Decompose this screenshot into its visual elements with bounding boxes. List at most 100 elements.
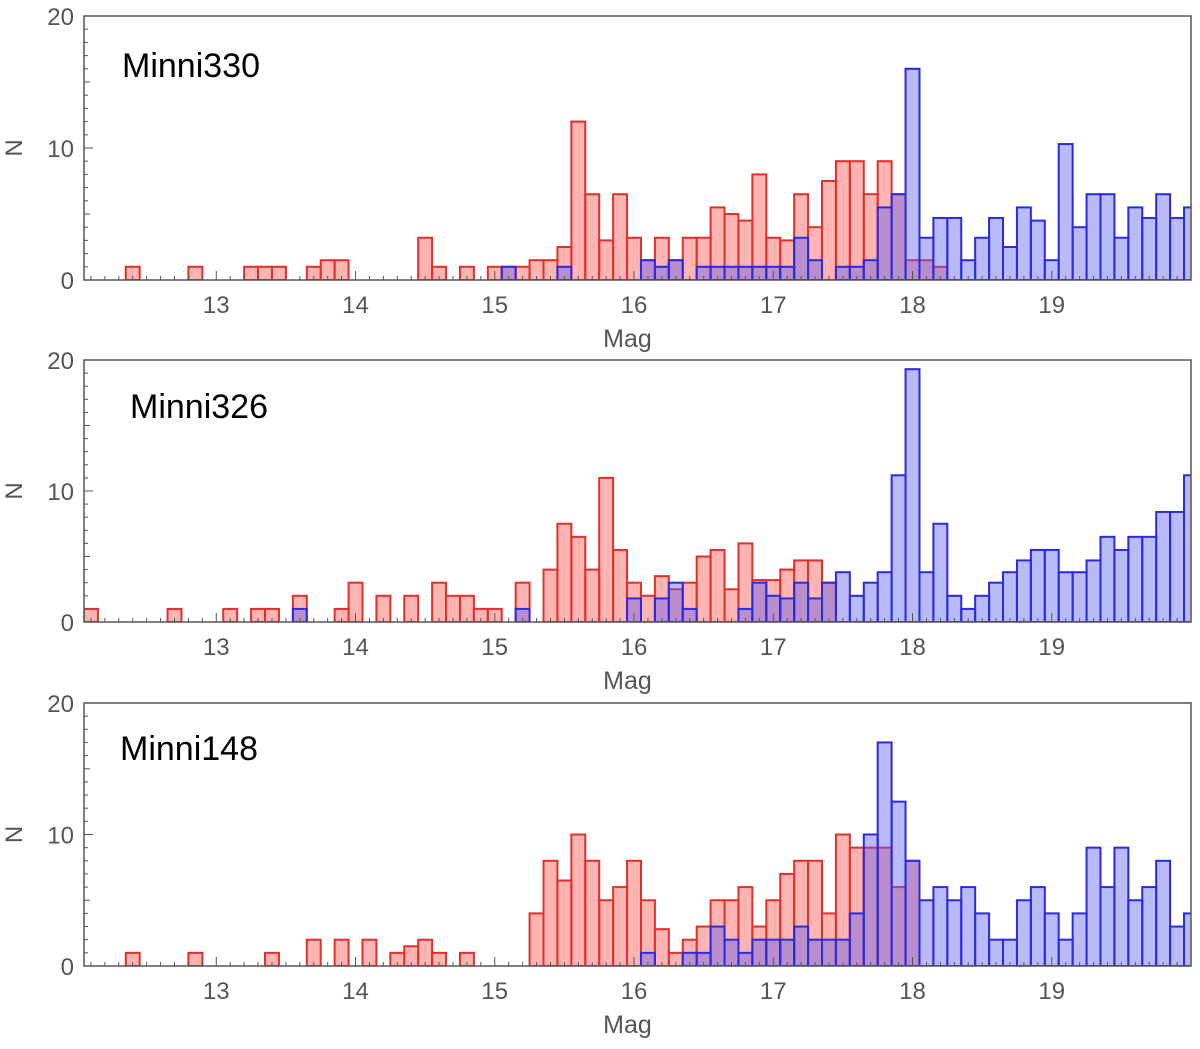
x-tick-label: 18 xyxy=(899,978,926,1005)
blue-bar xyxy=(291,607,308,622)
blue-bar xyxy=(1057,143,1074,280)
red-bar xyxy=(653,928,670,966)
blue-bar xyxy=(1002,571,1018,622)
blue-bar xyxy=(1155,193,1172,280)
blue-bar xyxy=(1099,535,1116,622)
y-tick-label: 0 xyxy=(61,954,74,981)
y-tick-label: 10 xyxy=(47,823,74,850)
blue-bar xyxy=(1029,548,1046,622)
bars xyxy=(84,368,1191,622)
x-tick-label: 13 xyxy=(203,978,230,1005)
red-bar xyxy=(681,236,698,280)
blue-bar xyxy=(1015,559,1032,622)
red-bar xyxy=(528,912,545,966)
red-bar xyxy=(751,173,768,280)
blue-bar xyxy=(681,607,698,622)
y-tick-label: 20 xyxy=(47,691,74,718)
x-tick-label: 13 xyxy=(203,292,230,319)
blue-bar xyxy=(946,216,963,280)
y-tick-label: 10 xyxy=(47,479,74,506)
panel-title: Minni148 xyxy=(120,730,258,768)
blue-bar xyxy=(876,741,893,966)
x-tick-label: 15 xyxy=(481,978,508,1005)
blue-bar xyxy=(974,912,991,966)
blue-bar xyxy=(1141,886,1158,966)
blue-bar xyxy=(1015,206,1032,280)
blue-bar xyxy=(1169,216,1186,280)
red-bar xyxy=(612,193,629,280)
blue-bar xyxy=(848,912,865,966)
blue-bar xyxy=(1169,510,1186,622)
blue-bar xyxy=(946,899,963,966)
red-bar xyxy=(584,568,601,622)
red-bar xyxy=(417,236,434,280)
blue-bar xyxy=(1099,886,1116,966)
blue-bar xyxy=(918,571,935,622)
red-bar xyxy=(542,568,559,622)
y-axis-label: N xyxy=(1,482,28,499)
bars xyxy=(124,741,1191,966)
red-bar xyxy=(598,899,615,966)
x-tick-label: 14 xyxy=(342,978,369,1005)
x-tick-label: 14 xyxy=(342,634,369,661)
red-bar xyxy=(222,607,239,622)
x-tick-label: 18 xyxy=(899,292,926,319)
panel-title: Minni330 xyxy=(122,47,260,85)
blue-bar xyxy=(834,571,851,622)
blue-bar xyxy=(960,886,977,966)
panel-2: 13 14 15 16 17 18 19 0 10 20 Mag N Minni326 xyxy=(1,348,1192,695)
blue-bar xyxy=(1127,206,1144,280)
red-bar xyxy=(626,859,642,966)
blue-bar xyxy=(1127,899,1144,966)
red-bar xyxy=(305,938,322,966)
red-bar xyxy=(361,938,378,966)
blue-bar xyxy=(709,925,726,966)
blue-bar xyxy=(1183,474,1191,622)
y-axis-label: N xyxy=(1,139,28,156)
blue-bar xyxy=(1057,571,1074,622)
y-tick-label: 20 xyxy=(47,4,74,31)
red-bar xyxy=(612,886,629,966)
red-bar xyxy=(431,581,448,622)
blue-bar xyxy=(918,899,935,966)
x-tick-label: 19 xyxy=(1038,634,1065,661)
red-bar xyxy=(821,180,837,280)
red-bar xyxy=(570,833,587,966)
blue-bar xyxy=(904,368,921,622)
x-tick-label: 17 xyxy=(760,292,787,319)
red-bar xyxy=(584,859,601,966)
blue-bar xyxy=(1085,193,1102,280)
red-bar xyxy=(270,265,287,280)
blue-bar xyxy=(1071,912,1088,966)
blue-bar xyxy=(1141,216,1158,280)
blue-bar xyxy=(1113,236,1130,280)
blue-bar xyxy=(1127,535,1144,622)
red-bar xyxy=(598,239,615,280)
red-bar xyxy=(264,607,280,622)
red-bar xyxy=(570,120,587,280)
red-bar xyxy=(848,160,865,280)
blue-bar xyxy=(821,581,837,622)
red-bar xyxy=(333,259,350,280)
red-bar xyxy=(723,588,740,622)
red-bar xyxy=(187,951,204,966)
x-axis-label: Mag xyxy=(603,667,652,695)
blue-bar xyxy=(1113,846,1130,966)
panel-1: 13 14 15 16 17 18 19 0 10 20 Mag N Minni330 xyxy=(1,4,1192,353)
blue-bar xyxy=(932,216,949,280)
x-axis-label: Mag xyxy=(603,325,652,353)
x-tick-label: 15 xyxy=(481,292,508,319)
x-tick-label: 15 xyxy=(481,634,508,661)
blue-bar xyxy=(514,607,531,622)
red-bar xyxy=(709,548,726,622)
x-tick-label: 16 xyxy=(621,634,648,661)
blue-bar xyxy=(918,236,935,280)
red-bar xyxy=(84,607,99,622)
panel-title: Minni326 xyxy=(130,388,268,426)
blue-bar xyxy=(793,925,810,966)
bars xyxy=(124,67,1191,280)
red-bar xyxy=(556,522,573,622)
panel-3: 13 14 15 16 17 18 19 0 10 20 Mag N Minni148 xyxy=(1,691,1192,1039)
red-bar xyxy=(257,265,273,280)
blue-bar xyxy=(862,833,879,966)
